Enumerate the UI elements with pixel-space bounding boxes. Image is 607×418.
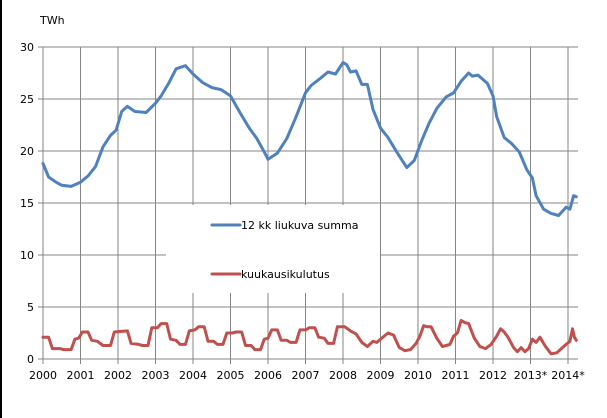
x-tick-label: 2014* xyxy=(551,369,585,382)
y-axis-unit-label: TWh xyxy=(39,14,65,27)
x-tick-label: 2005 xyxy=(217,369,245,382)
x-tick-label: 2000 xyxy=(29,369,57,382)
legend-label-rolling-sum: 12 kk liukuva summa xyxy=(241,219,358,232)
x-tick-label: 2012 xyxy=(479,369,507,382)
x-tick-label: 2001 xyxy=(67,369,95,382)
series-line-monthly-consumption xyxy=(41,319,578,356)
legend-label-monthly-consumption: kuukausikulutus xyxy=(241,268,330,281)
x-tick-label: 2002 xyxy=(104,369,132,382)
y-tick-label: 20 xyxy=(20,145,34,158)
legend: 12 kk liukuva summa kuukausikulutus xyxy=(166,205,380,293)
series-lines xyxy=(41,61,578,356)
x-tick-label: 2008 xyxy=(329,369,357,382)
x-tick-label: 2013* xyxy=(514,369,548,382)
x-tick-label: 2009 xyxy=(367,369,395,382)
x-tick-label: 2010 xyxy=(404,369,432,382)
series-line-rolling-sum xyxy=(41,61,578,217)
x-tick-label: 2006 xyxy=(254,369,282,382)
y-tick-label: 0 xyxy=(27,353,34,366)
legend-background xyxy=(166,205,380,293)
y-tick-label: 30 xyxy=(20,41,34,54)
x-axis-ticks: 2000 2001 2002 2003 2004 2005 2006 2007 2008 2009… xyxy=(29,369,585,382)
y-tick-label: 10 xyxy=(20,249,34,262)
x-tick-label: 2011 xyxy=(442,369,470,382)
x-tick-label: 2007 xyxy=(292,369,320,382)
x-tick-label: 2003 xyxy=(142,369,170,382)
y-tick-label: 5 xyxy=(27,301,34,314)
y-tick-label: 25 xyxy=(20,93,34,106)
y-axis-ticks: 0 5 10 15 20 25 30 xyxy=(20,41,34,366)
x-tick-label: 2004 xyxy=(179,369,207,382)
y-tick-label: 15 xyxy=(20,197,34,210)
